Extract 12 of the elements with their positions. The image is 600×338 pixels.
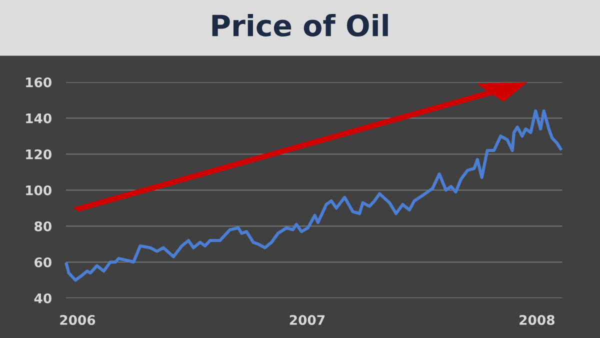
y-tick-label: 120 bbox=[26, 149, 52, 160]
y-tick-label: 100 bbox=[26, 185, 52, 196]
line-series bbox=[64, 109, 562, 282]
x-tick-label: 2007 bbox=[290, 315, 325, 325]
y-tick-label: 40 bbox=[34, 293, 52, 304]
y-tick-label: 80 bbox=[34, 221, 52, 232]
y-tick-label: 160 bbox=[26, 77, 52, 88]
chart-title: Price of Oil bbox=[212, 14, 388, 37]
y-tick-label: 60 bbox=[34, 257, 52, 268]
x-tick-label: 2008 bbox=[520, 315, 554, 325]
y-tick-label: 140 bbox=[26, 113, 52, 124]
x-tick-label: 2006 bbox=[60, 315, 96, 325]
